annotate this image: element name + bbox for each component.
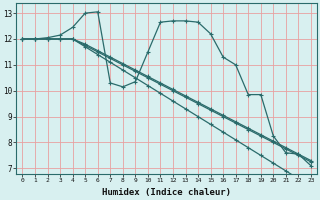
X-axis label: Humidex (Indice chaleur): Humidex (Indice chaleur) [102,188,231,197]
